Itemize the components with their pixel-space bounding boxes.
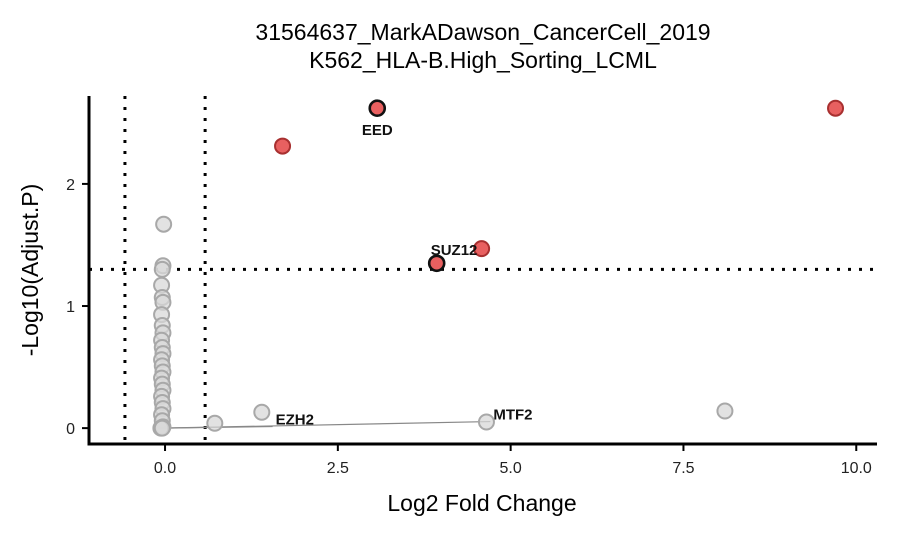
y-tick-label-0: 0	[66, 421, 75, 438]
x-tick-label-2: 5.0	[500, 460, 522, 477]
y-tick-label-2: 2	[66, 177, 75, 194]
x-tick-label-1: 2.5	[327, 460, 349, 477]
ns-point-29	[153, 419, 171, 437]
ns-point-1	[253, 403, 271, 421]
gene-label-ezh2: EZH2	[276, 411, 314, 428]
axes	[87, 96, 877, 446]
chart-subtitle: K562_HLA-B.High_Sorting_LCML	[309, 47, 657, 73]
data-points	[152, 99, 845, 437]
ns-point-3	[477, 413, 495, 431]
x-tick-label-0: 0.0	[154, 460, 176, 477]
x-axis-title: Log2 Fold Change	[387, 490, 576, 516]
y-axis-title: -Log10(Adjust.P)	[17, 184, 43, 357]
ns-point-0	[716, 402, 734, 420]
gene-label-eed: EED	[362, 122, 393, 139]
ns-point-4	[155, 215, 173, 233]
significant-point-1	[274, 137, 292, 155]
gene-label-mtf2: MTF2	[493, 407, 532, 424]
axis-ticks: 0.0 2.5 5.0 7.5 10.0 0 1 2	[66, 177, 872, 477]
x-tick-label-3: 7.5	[672, 460, 694, 477]
x-tick-label-4: 10.0	[841, 460, 872, 477]
significant-point-0	[368, 99, 387, 118]
significant-point-4	[427, 254, 446, 273]
gene-label-suz12: SUZ12	[431, 242, 478, 259]
threshold-lines	[89, 96, 877, 444]
significant-point-2	[827, 99, 845, 117]
y-tick-label-1: 1	[66, 299, 75, 316]
chart-title: 31564637_MarkADawson_CancerCell_2019	[255, 19, 710, 45]
significant-point-3	[473, 240, 491, 258]
ns-point-2	[206, 414, 224, 432]
gene-labels: EED SUZ12 EZH2 MTF2	[276, 122, 533, 428]
ns-point-6	[153, 260, 171, 278]
